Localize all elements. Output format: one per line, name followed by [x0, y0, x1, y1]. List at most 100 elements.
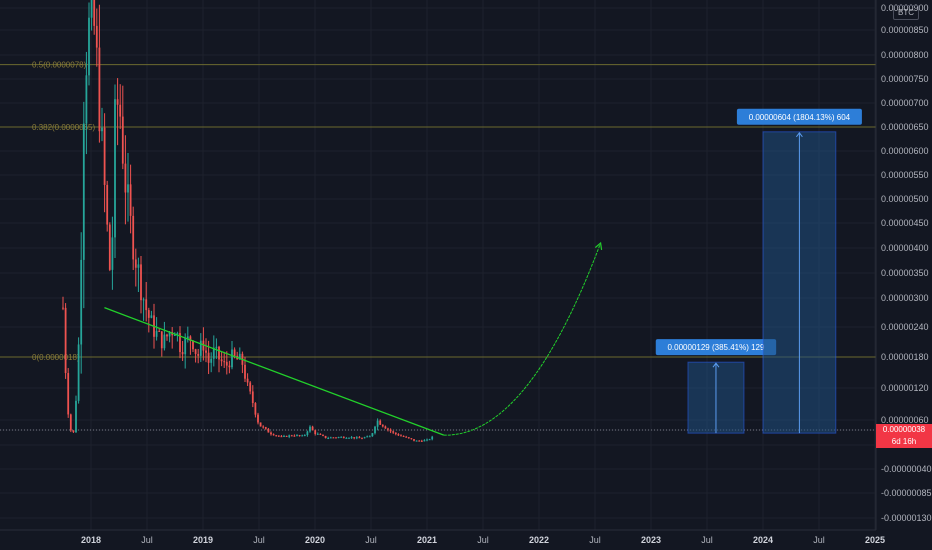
candle-body	[267, 428, 270, 433]
candle-body	[75, 400, 77, 433]
candle-body	[212, 347, 215, 359]
candle-body	[306, 431, 309, 435]
candle-body	[394, 432, 397, 435]
candle-body	[251, 391, 254, 404]
x-tick-label: Jul	[589, 535, 601, 545]
candle-body	[285, 435, 288, 437]
candle-body	[316, 433, 319, 435]
candle-body	[197, 353, 200, 356]
candle-body	[166, 334, 168, 337]
candle-body	[280, 436, 283, 438]
candle-body	[132, 215, 135, 260]
y-tick-label: 0.00000180	[881, 352, 929, 362]
candle-body	[181, 352, 184, 355]
candle-body	[192, 341, 194, 350]
level-label: 0.382(0.0000065)	[32, 123, 96, 132]
candle-body	[98, 47, 101, 132]
candle-body	[163, 334, 166, 349]
candle-body	[189, 336, 192, 342]
candle-body	[223, 361, 226, 363]
candle-body	[184, 338, 187, 355]
candle-body	[340, 436, 343, 438]
candle-body	[90, 0, 93, 18]
candle-body	[423, 440, 426, 442]
candle-body	[272, 434, 275, 436]
candle-body	[405, 436, 408, 438]
y-tick-label: 0.00000750	[881, 74, 929, 84]
candle-body	[160, 331, 163, 349]
candle-body	[400, 435, 402, 437]
candle-body	[218, 346, 220, 360]
candle-body	[350, 437, 353, 439]
candle-body	[368, 436, 371, 438]
y-tick-label: 0.00000240	[881, 322, 929, 332]
y-tick-label: 0.00000800	[881, 50, 929, 60]
candle-body	[121, 116, 124, 164]
candle-body	[101, 127, 103, 132]
candle-body	[301, 435, 304, 437]
x-tick-label: Jul	[141, 535, 153, 545]
candle-body	[264, 427, 267, 429]
candle-body	[62, 307, 64, 309]
x-tick-label: Jul	[813, 535, 825, 545]
y-tick-label: 0.00000900	[881, 3, 929, 13]
candle-body	[262, 426, 265, 428]
candle-body	[150, 315, 153, 318]
candle-body	[374, 426, 376, 434]
candle-body	[142, 299, 145, 301]
candle-body	[296, 435, 298, 437]
y-tick-label: 0.00000600	[881, 146, 929, 156]
measure-label-bg-2	[736, 108, 862, 125]
candle-body	[124, 163, 127, 193]
x-tick-label: 2022	[529, 535, 549, 545]
chart-grid	[0, 0, 876, 530]
candle-body	[345, 437, 348, 439]
candle-body	[220, 359, 223, 362]
candle-body	[215, 346, 218, 348]
time-axis: 2018 Jul 2019 Jul 2020 Jul 2021 Jul 2022 Jul 2023 J…	[0, 529, 885, 545]
candle-body	[225, 361, 228, 366]
y-tick-label: 0.00000850	[881, 25, 929, 35]
currency-button[interactable]: BTC	[893, 5, 919, 20]
candle-body	[392, 431, 395, 433]
x-tick-label: 2023	[641, 535, 661, 545]
candle-body	[277, 435, 280, 437]
candle-body	[72, 430, 75, 433]
candle-body	[246, 378, 249, 383]
candle-body	[134, 259, 137, 268]
y-tick-label: 0.00000400	[881, 243, 929, 253]
candle-body	[355, 437, 358, 439]
y-tick-label: -0.00000130	[881, 513, 932, 523]
y-tick-label: 0.00000450	[881, 218, 929, 228]
candle-body	[309, 426, 311, 432]
measure-arrowhead-1	[712, 362, 720, 368]
candle-body	[426, 439, 428, 441]
candle-body	[210, 358, 213, 363]
candle-body	[413, 439, 415, 441]
y-tick-label: 0.00000350	[881, 268, 929, 278]
y-tick-label: 0.00000060	[881, 415, 929, 425]
candle-body	[176, 333, 179, 336]
candle-body	[254, 403, 257, 415]
price-axis: 0.00000900 0.00000850 0.00000800 0.00000750…	[875, 0, 932, 550]
candle-body	[103, 127, 106, 185]
candle-body	[93, 0, 96, 26]
y-tick-label: 0.00000550	[881, 170, 929, 180]
candle-body	[324, 435, 327, 439]
candle-body	[418, 440, 421, 442]
candle-body	[314, 430, 317, 435]
candle-body	[428, 439, 431, 441]
y-tick-label: 0.00000500	[881, 194, 929, 204]
candle-body	[358, 437, 361, 439]
measure-label-1: 0.00000129 (385.41%) 129	[667, 343, 765, 352]
candle-body	[179, 333, 181, 353]
candle-body	[335, 437, 337, 439]
candle-body	[322, 434, 324, 436]
candle-body	[303, 434, 306, 436]
candle-body	[361, 438, 363, 440]
candle-body	[114, 99, 116, 238]
current-price-tag: 0.00000038 6d 16h	[876, 424, 932, 448]
candle-body	[85, 75, 88, 124]
level-label: 0.5(0.0000078)	[32, 61, 87, 70]
